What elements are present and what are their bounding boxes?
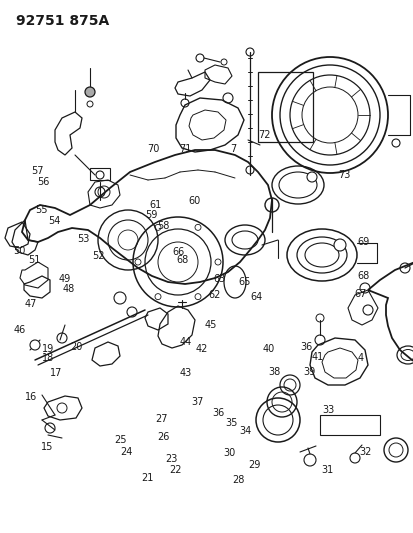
Circle shape — [180, 99, 189, 107]
Text: 61: 61 — [149, 200, 161, 210]
Text: 43: 43 — [179, 368, 191, 378]
Text: 19: 19 — [41, 344, 54, 354]
Text: 16: 16 — [25, 392, 37, 402]
Circle shape — [95, 187, 105, 197]
Text: 72: 72 — [257, 130, 270, 140]
Text: 65: 65 — [237, 278, 250, 287]
Circle shape — [30, 340, 40, 350]
Text: 34: 34 — [239, 426, 252, 435]
Text: 21: 21 — [140, 473, 153, 483]
Text: 64: 64 — [250, 293, 262, 302]
Text: 57: 57 — [31, 166, 43, 175]
Text: 18: 18 — [41, 353, 54, 363]
Text: 28: 28 — [231, 475, 244, 484]
Text: 7: 7 — [230, 144, 236, 154]
Bar — [257, 72, 312, 142]
Text: 48: 48 — [62, 284, 74, 294]
Text: 31: 31 — [320, 465, 332, 475]
Text: 36: 36 — [299, 342, 312, 352]
Text: 22: 22 — [169, 465, 182, 475]
Text: 50: 50 — [14, 246, 26, 255]
Text: 26: 26 — [157, 432, 169, 442]
Text: 55: 55 — [35, 205, 47, 215]
Circle shape — [333, 239, 345, 251]
Text: 40: 40 — [262, 344, 274, 354]
Text: 73: 73 — [337, 170, 350, 180]
Text: 69: 69 — [356, 237, 369, 247]
Circle shape — [306, 172, 316, 182]
Text: 33: 33 — [321, 406, 334, 415]
Text: 62: 62 — [208, 290, 220, 300]
Text: 20: 20 — [70, 342, 83, 352]
Text: 68: 68 — [356, 271, 369, 281]
Text: 52: 52 — [92, 252, 104, 261]
Circle shape — [264, 198, 278, 212]
Text: 66: 66 — [171, 247, 184, 256]
Text: 29: 29 — [248, 460, 260, 470]
Text: 59: 59 — [145, 211, 157, 220]
Circle shape — [85, 87, 95, 97]
Text: 71: 71 — [179, 144, 191, 154]
Circle shape — [223, 93, 233, 103]
Text: 38: 38 — [268, 367, 280, 377]
Text: 45: 45 — [204, 320, 217, 330]
Text: 17: 17 — [50, 368, 62, 378]
Text: 68: 68 — [176, 255, 188, 264]
Text: 67: 67 — [353, 289, 366, 298]
Text: 53: 53 — [77, 235, 90, 244]
Text: 44: 44 — [179, 337, 191, 346]
Bar — [319, 415, 379, 435]
Text: 60: 60 — [188, 197, 200, 206]
Text: 37: 37 — [191, 397, 204, 407]
Text: 4: 4 — [357, 353, 363, 363]
Text: 46: 46 — [14, 325, 26, 335]
Text: 35: 35 — [224, 418, 237, 427]
Text: 63: 63 — [213, 274, 225, 284]
Text: 70: 70 — [147, 144, 159, 154]
Text: 58: 58 — [157, 221, 169, 231]
Text: 49: 49 — [59, 274, 71, 284]
Text: 23: 23 — [165, 455, 178, 464]
Text: 47: 47 — [25, 300, 37, 309]
Text: 15: 15 — [41, 442, 54, 451]
Text: 54: 54 — [48, 216, 61, 225]
Text: 51: 51 — [28, 255, 40, 264]
Text: 56: 56 — [37, 177, 50, 187]
Text: 42: 42 — [195, 344, 208, 354]
Circle shape — [114, 292, 126, 304]
Text: 24: 24 — [120, 447, 132, 457]
Text: 41: 41 — [311, 352, 323, 362]
Text: 36: 36 — [211, 408, 224, 417]
Text: 30: 30 — [223, 448, 235, 457]
Text: 39: 39 — [303, 367, 315, 377]
Text: 25: 25 — [114, 435, 126, 445]
Bar — [90, 168, 110, 180]
Text: 92751 875A: 92751 875A — [16, 14, 109, 28]
Text: 27: 27 — [155, 415, 167, 424]
Text: 32: 32 — [358, 447, 370, 457]
